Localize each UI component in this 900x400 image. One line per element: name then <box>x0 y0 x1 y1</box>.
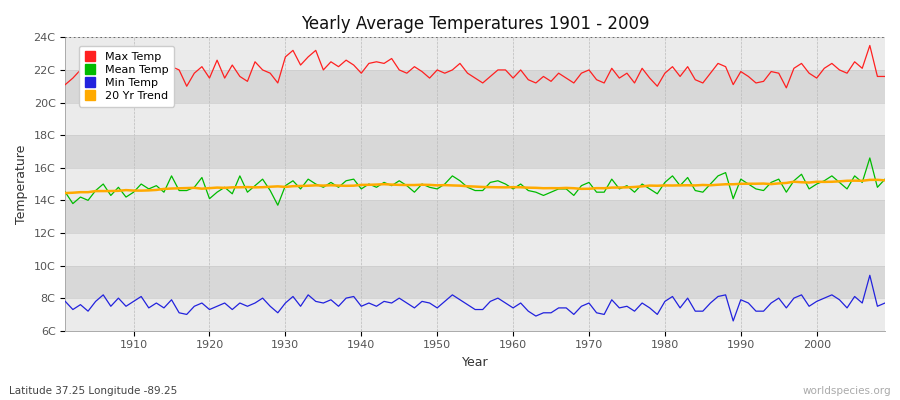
Bar <box>66 233 885 266</box>
Bar <box>66 135 885 168</box>
Bar <box>66 168 885 200</box>
Bar <box>66 298 885 331</box>
Y-axis label: Temperature: Temperature <box>15 144 28 224</box>
Legend: Max Temp, Mean Temp, Min Temp, 20 Yr Trend: Max Temp, Mean Temp, Min Temp, 20 Yr Tre… <box>79 46 174 107</box>
Bar <box>66 70 885 102</box>
Text: Latitude 37.25 Longitude -89.25: Latitude 37.25 Longitude -89.25 <box>9 386 177 396</box>
Bar <box>66 266 885 298</box>
Text: worldspecies.org: worldspecies.org <box>803 386 891 396</box>
Bar <box>66 200 885 233</box>
Bar <box>66 102 885 135</box>
X-axis label: Year: Year <box>462 356 489 369</box>
Bar <box>66 37 885 70</box>
Title: Yearly Average Temperatures 1901 - 2009: Yearly Average Temperatures 1901 - 2009 <box>301 15 650 33</box>
